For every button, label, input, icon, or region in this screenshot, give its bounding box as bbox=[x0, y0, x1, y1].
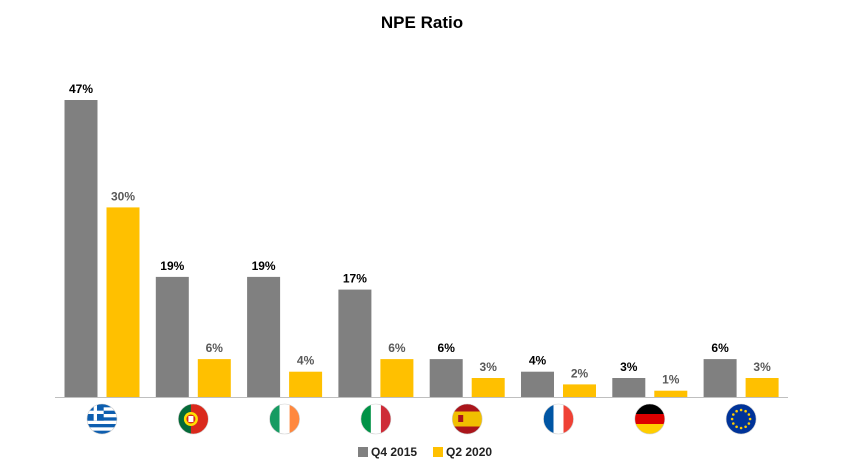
france-flag bbox=[543, 403, 574, 435]
data-label-france-flag-s1: 2% bbox=[571, 366, 589, 380]
bar-ireland-flag-s1 bbox=[289, 371, 323, 397]
italy-flag bbox=[360, 403, 392, 435]
data-label-portugal-flag-s0: 19% bbox=[160, 259, 184, 273]
bar-france-flag-s0 bbox=[521, 371, 554, 397]
eu-flag bbox=[725, 403, 757, 435]
bar-portugal-flag-s0 bbox=[155, 276, 189, 397]
bar-greece-flag-s0 bbox=[64, 100, 98, 397]
bar-greece-flag-s1 bbox=[106, 207, 140, 397]
bar-germany-flag-s1 bbox=[654, 390, 688, 397]
greece-flag bbox=[86, 403, 118, 435]
data-label-eu-flag-s1: 3% bbox=[753, 360, 771, 374]
legend-label-q4-2015: Q4 2015 bbox=[371, 445, 417, 459]
germany-flag bbox=[634, 403, 666, 435]
legend-swatch-q2-2020 bbox=[433, 447, 443, 457]
data-label-eu-flag-s0: 6% bbox=[711, 341, 729, 355]
portugal-flag bbox=[178, 403, 209, 435]
bar-eu-flag-s1 bbox=[745, 378, 779, 397]
legend-swatch-q4-2015 bbox=[358, 447, 368, 457]
data-label-ireland-flag-s0: 19% bbox=[252, 259, 276, 273]
bar-italy-flag-s0 bbox=[338, 289, 372, 397]
data-label-portugal-flag-s1: 6% bbox=[206, 341, 224, 355]
data-label-greece-flag-s0: 47% bbox=[69, 82, 93, 96]
chart-title: NPE Ratio bbox=[381, 13, 463, 32]
bar-germany-flag-s0 bbox=[612, 378, 646, 397]
data-label-greece-flag-s1: 30% bbox=[111, 189, 135, 203]
data-label-ireland-flag-s1: 4% bbox=[297, 354, 315, 368]
ireland-flag bbox=[269, 403, 300, 435]
data-label-italy-flag-s0: 17% bbox=[343, 272, 367, 286]
data-labels-layer: 47% 30% 19% 6% 19% 4% 17% 6% 6% 3% 4% 2% 3% 1% 6% 3% bbox=[69, 82, 771, 387]
data-label-germany-flag-s0: 3% bbox=[620, 360, 638, 374]
bar-ireland-flag-s0 bbox=[247, 276, 281, 397]
bar-france-flag-s1 bbox=[563, 384, 596, 397]
data-label-italy-flag-s1: 6% bbox=[388, 341, 406, 355]
flags-layer bbox=[86, 403, 757, 435]
bar-italy-flag-s1 bbox=[380, 359, 414, 397]
data-label-spain-flag-s0: 6% bbox=[438, 341, 456, 355]
bar-portugal-flag-s1 bbox=[197, 359, 231, 397]
data-label-germany-flag-s1: 1% bbox=[662, 373, 680, 387]
spain-flag bbox=[451, 403, 483, 435]
legend: Q4 2015 Q2 2020 bbox=[358, 445, 492, 459]
bar-spain-flag-s0 bbox=[429, 359, 463, 397]
bar-spain-flag-s1 bbox=[471, 378, 505, 397]
legend-label-q2-2020: Q2 2020 bbox=[446, 445, 492, 459]
data-label-spain-flag-s1: 3% bbox=[480, 360, 498, 374]
data-label-france-flag-s0: 4% bbox=[529, 354, 547, 368]
bars-layer bbox=[64, 100, 779, 397]
bar-eu-flag-s0 bbox=[703, 359, 737, 397]
